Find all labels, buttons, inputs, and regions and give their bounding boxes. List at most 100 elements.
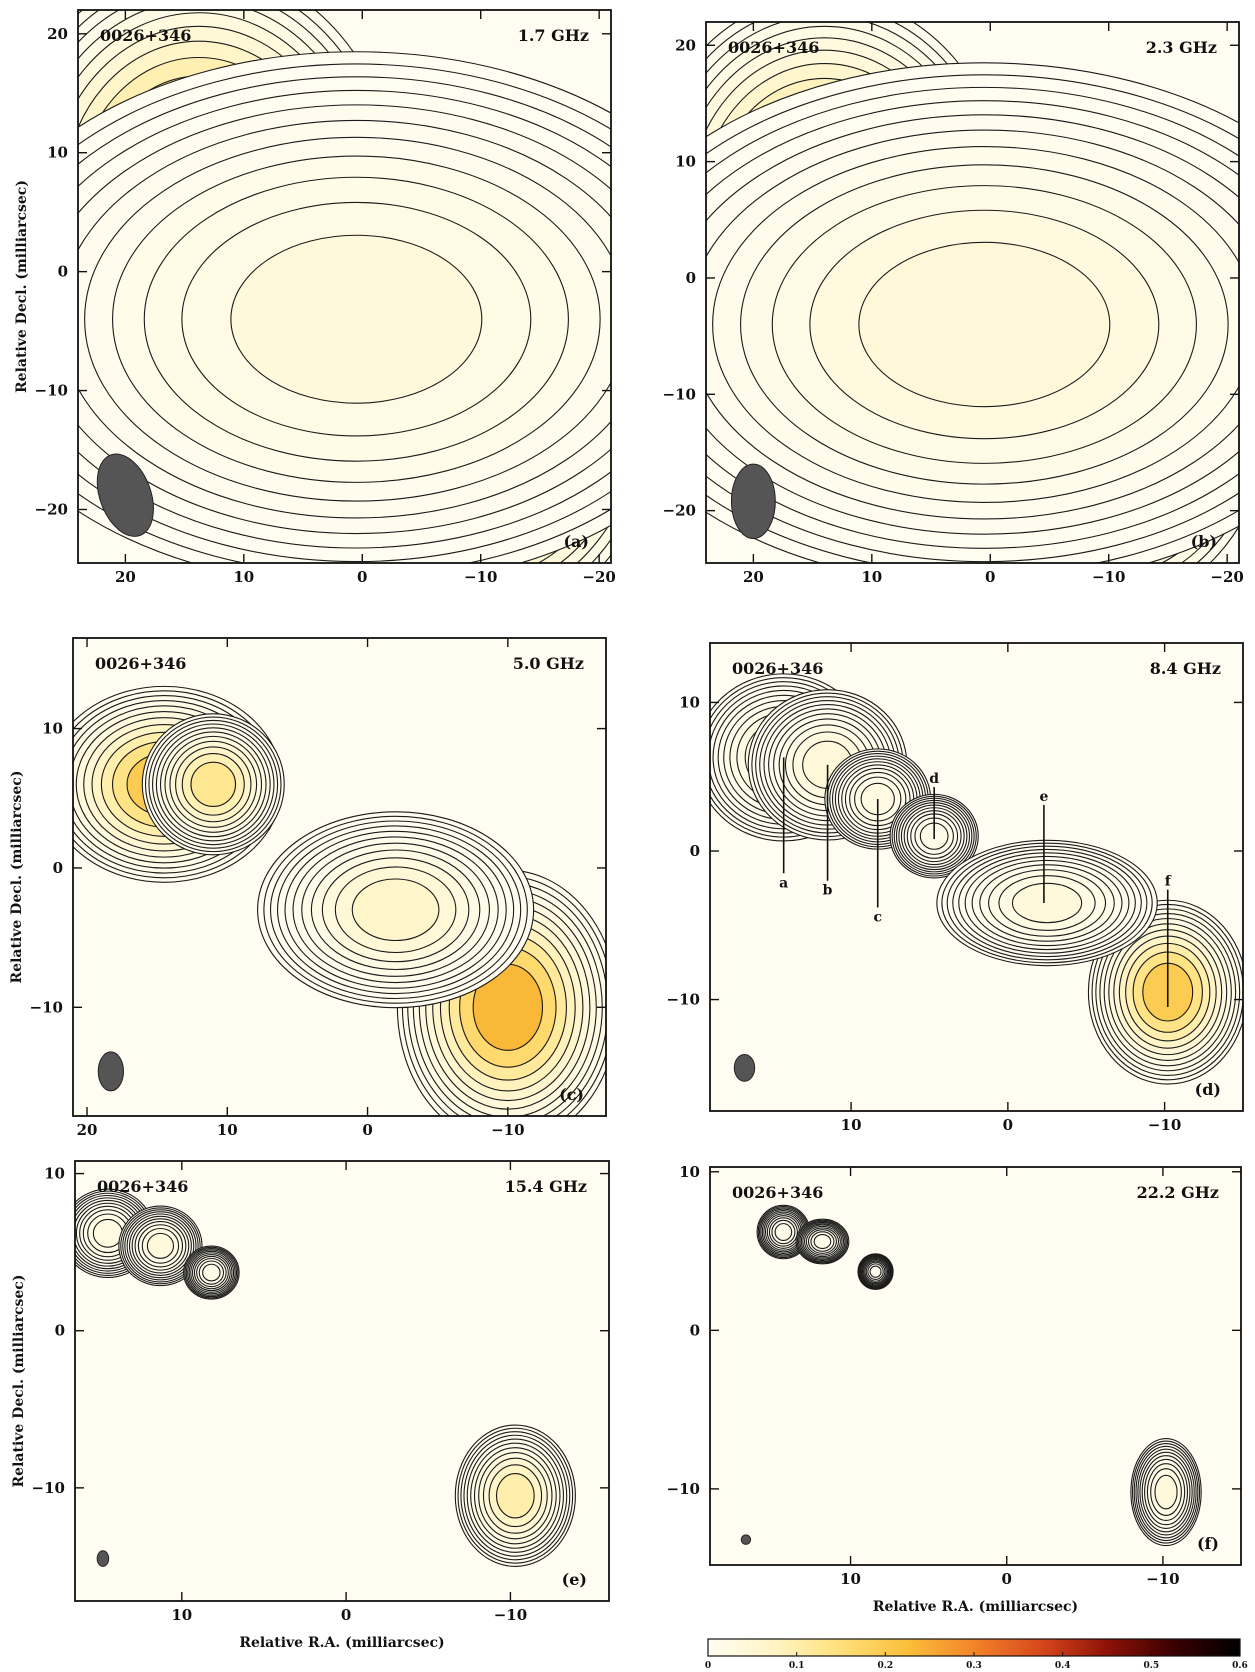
colorbar-tick-label: 0.6 [1232, 1661, 1248, 1671]
panel-label: (d) [1195, 1080, 1221, 1099]
x-tick-label: 0 [1003, 1116, 1013, 1134]
x-tick-label: 0 [341, 1606, 351, 1624]
component-label: d [929, 771, 939, 787]
x-tick-label: 0 [362, 1121, 372, 1139]
contour-level [813, 1233, 832, 1250]
component-label: b [823, 883, 833, 899]
plot-frame [705, 21, 1240, 564]
frequency-label: 2.3 GHz [1146, 38, 1217, 57]
y-tick-label: 10 [42, 720, 63, 738]
source-name: 0026+346 [97, 1177, 188, 1196]
beam-ellipse [96, 453, 154, 537]
colorbar-tick-label: 0.5 [1143, 1661, 1159, 1671]
contour-level [1011, 882, 1083, 924]
x-tick-label: 20 [77, 1121, 98, 1139]
x-tick-label: 0 [985, 568, 995, 586]
plot-frame [709, 642, 1244, 1112]
y-axis-label: Relative Decl. (milliarcsec) [9, 771, 25, 984]
x-tick-label: 20 [115, 568, 136, 586]
x-tick-label: −10 [1148, 1116, 1181, 1134]
emission-component [183, 1245, 240, 1300]
x-tick-label: 10 [861, 568, 882, 586]
contour-level [202, 1263, 221, 1282]
x-tick-label: −10 [491, 1121, 524, 1139]
contour-level [230, 234, 483, 404]
y-tick-label: 20 [47, 25, 68, 43]
y-tick-label: −10 [35, 382, 68, 400]
emission-component [257, 811, 535, 1009]
emission-component [795, 1218, 850, 1265]
colorbar-tick-label: 0.3 [966, 1661, 982, 1671]
panel-b: 20 10 0 −10 −20 20 10 0 −10 −20 0026+346 2.3 GHz (b) [663, 21, 1244, 586]
panel-a: 20 10 0 −10 −20 20 10 0 −10 −20 0026+346 1.7 GHz (a)… [14, 9, 616, 586]
emission-component [454, 1424, 576, 1567]
y-tick-label: 10 [679, 693, 700, 711]
contour-level [774, 1223, 793, 1241]
y-tick-label: 0 [53, 859, 63, 877]
y-tick-label: 0 [690, 1321, 700, 1339]
y-tick-label: 0 [58, 263, 68, 281]
component-label: f [1165, 874, 1172, 890]
source-name: 0026+346 [732, 659, 823, 678]
emission-component [1130, 1438, 1202, 1547]
colorbar-tick-label: 0.2 [877, 1661, 893, 1671]
y-tick-label: 20 [675, 36, 696, 54]
source-name: 0026+346 [732, 1183, 823, 1202]
component-label: c [873, 909, 882, 925]
contour-level [92, 1218, 123, 1248]
x-tick-label: 10 [840, 1570, 861, 1588]
y-tick-label: −20 [663, 502, 696, 520]
colorbar-tick-label: 0.4 [1055, 1661, 1071, 1671]
contour-level [495, 1472, 535, 1519]
panel-d: a b c d e f 10 0 −10 10 0 −10 0026+346 8.4 GHz (d) [667, 642, 1244, 1134]
emission-component [141, 713, 285, 856]
emission-component [936, 839, 1158, 967]
contour-level [869, 1265, 882, 1278]
y-tick-label: 0 [55, 1322, 65, 1340]
emission-component [118, 1205, 203, 1287]
panel-e: 10 0 −10 10 0 −10 0026+346 15.4 GHz (e) Relative … [11, 1160, 610, 1651]
x-tick-label: 20 [743, 568, 764, 586]
beam-ellipse [97, 1051, 124, 1092]
x-tick-label: −20 [582, 568, 615, 586]
y-tick-label: −10 [667, 1480, 700, 1498]
component-label: e [1039, 789, 1048, 805]
contour-level [858, 241, 1111, 408]
panel-label: (f) [1197, 1534, 1219, 1553]
y-tick-label: 10 [44, 1165, 65, 1183]
contour-level [351, 878, 440, 942]
x-tick-label: −10 [464, 568, 497, 586]
beam-ellipse [730, 463, 776, 540]
x-tick-label: 10 [233, 568, 254, 586]
source-name: 0026+346 [95, 654, 186, 673]
x-tick-label: 10 [841, 1116, 862, 1134]
beam-ellipse [96, 1550, 110, 1567]
y-tick-label: −10 [32, 1479, 65, 1497]
panel-label: (a) [563, 532, 589, 551]
beam-ellipse [733, 1054, 756, 1082]
panel-f: 10 0 −10 10 0 −10 0026+346 22.2 GHz (f) Relative … [667, 1163, 1242, 1615]
y-tick-label: −10 [667, 991, 700, 1009]
component-label: a [779, 875, 788, 891]
y-tick-label: 10 [47, 144, 68, 162]
plot-frame [77, 9, 612, 564]
colorbar-ticks: 0 0.1 0.2 0.3 0.4 0.5 0.6 [705, 1652, 1248, 1671]
x-axis-label: Relative R.A. (milliarcsec) [873, 1599, 1078, 1615]
panel-label: (e) [562, 1570, 587, 1589]
colorbar-tick-label: 0.1 [789, 1661, 805, 1671]
y-tick-label: −10 [30, 998, 63, 1016]
y-tick-label: −20 [35, 500, 68, 518]
x-tick-label: −20 [1210, 568, 1243, 586]
x-tick-label: 0 [357, 568, 367, 586]
x-tick-label: 0 [1002, 1570, 1012, 1588]
x-tick-label: −10 [1092, 568, 1125, 586]
y-axis-label: Relative Decl. (milliarcsec) [11, 1275, 27, 1488]
frequency-label: 5.0 GHz [513, 654, 584, 673]
source-name: 0026+346 [728, 38, 819, 57]
frequency-label: 22.2 GHz [1137, 1183, 1219, 1202]
contour-level [190, 761, 237, 808]
plot-frame [74, 1160, 610, 1602]
frequency-label: 1.7 GHz [518, 26, 589, 45]
